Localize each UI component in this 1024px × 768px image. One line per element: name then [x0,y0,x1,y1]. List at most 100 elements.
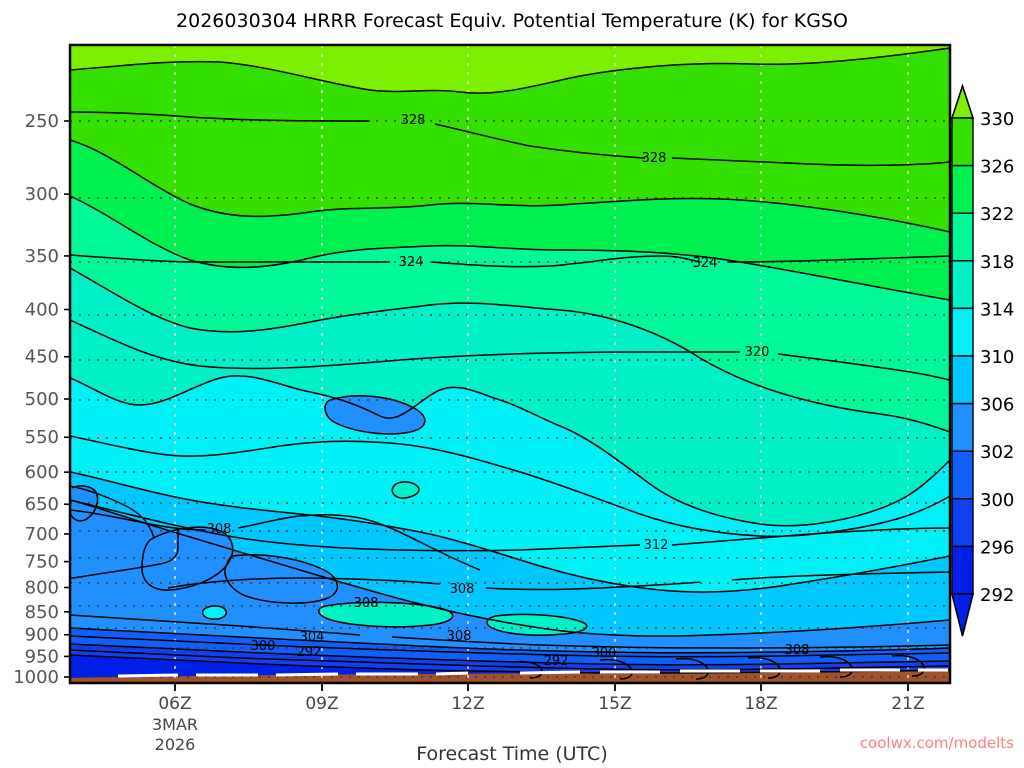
y-axis-label-850: 850 [25,602,59,623]
surface-dash [275,672,339,677]
y-axis-label-550: 550 [25,427,59,448]
contour-label-300-14: 300 [592,646,617,661]
colorbar-swatch-296 [951,498,974,548]
x-axis-label-09Z: 09Z [305,694,338,714]
contour-line-320 [70,319,950,381]
surface-dash [117,673,179,678]
contour-label-312-6: 312 [644,538,669,553]
colorbar-label-302: 302 [980,442,1014,463]
y-axis-label-400: 400 [25,300,59,321]
contour-line-312 [70,499,950,552]
colorbar-swatch-300 [951,450,974,500]
y-axis-label-250: 250 [25,111,59,132]
colorbar-swatch-292 [951,545,974,595]
contour-label-308-8: 308 [354,596,379,611]
colorbar-label-330: 330 [980,109,1014,130]
contour-line-layer [70,47,950,680]
colorbar-label-296: 296 [980,537,1014,558]
x-axis-title: Forecast Time (UTC) [416,743,607,765]
x-axis-label-06Z: 06Z [158,694,191,714]
colorbar-label-292: 292 [980,585,1014,606]
y-axis-label-500: 500 [25,389,59,410]
contour-line-pocket-outline [318,601,454,628]
contour-label-308-7: 308 [450,582,475,597]
contour-line [70,649,950,671]
watermark-link[interactable]: coolwx.com/modelts [860,734,1014,752]
colorbar-label-326: 326 [980,157,1014,178]
y-axis-label-450: 450 [25,347,59,368]
contour-label-328-1: 328 [642,151,667,166]
colorbar-swatch-318 [951,212,974,262]
colorbar-label-306: 306 [980,395,1014,416]
contour-line [70,267,950,433]
colorbar-label-322: 322 [980,204,1014,225]
x-axis: 06Z 09Z 12Z 15Z 18Z 21Z [158,683,925,714]
contour-line-pocket-outline [486,613,588,636]
contour-label-308-10: 308 [447,629,472,644]
contour-line-pocket-outline [224,554,338,604]
colorbar-swatch-326 [951,117,974,167]
page-title: 2026030304 HRRR Forecast Equiv. Potentia… [176,10,848,32]
contour-line-pocket-outline [324,395,426,435]
contour-label-308-15: 308 [785,643,810,658]
contour-label-292-13: 292 [544,654,569,669]
colorbar-label-318: 318 [980,252,1014,273]
band-302 [70,500,950,683]
y-axis-label-700: 700 [25,524,59,545]
colorbar-swatch-302 [951,402,974,452]
contour-line [70,195,950,301]
surface-dash [519,670,581,675]
contour-line [70,375,950,527]
contour-label-324-2: 324 [399,255,424,270]
contour-line-vertical-kink [70,485,179,579]
contour-label-320-4: 320 [745,345,770,360]
y-axis-label-650: 650 [25,494,59,515]
y-axis-label-900: 900 [25,625,59,646]
contour-line [70,499,950,637]
contour-label-328-0: 328 [401,113,426,128]
colorbar-label-300: 300 [980,490,1014,511]
contour-line [70,47,950,94]
contour-line-pocket-outline [201,605,228,620]
surface-white-marks [117,668,948,678]
colorbar-swatch-314 [951,260,974,310]
contour-line [70,635,950,658]
contour-line-pocket-outline [70,485,99,522]
contour-label-300-11: 300 [251,639,276,654]
y-axis-label-350: 350 [25,246,59,267]
colorbar: 330 326 322 318 314 310 306 302 300 296 292 [950,83,1014,637]
pocket-306-blob-b [224,554,338,604]
contour-label-308-5: 308 [207,522,232,537]
pocket-314-blob-right [487,614,587,636]
y-axis: 2503003504004505005506006507007508008509… [13,111,70,688]
pocket-314-diamond [392,481,420,499]
y-axis-label-1000: 1000 [13,667,59,688]
colorbar-extend-bottom-arrow [950,593,975,637]
x-axis-label-18Z: 18Z [744,694,777,714]
x-axis-label-21Z: 21Z [891,694,924,714]
date-stamp-year: 2026 [155,735,196,754]
contour-line-328 [70,111,950,167]
contour-line [70,614,950,649]
contour-line-pocket-outline [391,481,420,499]
colorbar-swatch-322 [951,164,974,214]
contour-label-324-3: 324 [693,256,718,271]
plot-frame [68,43,952,685]
colorbar-label-314: 314 [980,299,1014,320]
surface-dash [435,671,469,676]
x-axis-label-12Z: 12Z [451,694,484,714]
pocket-314-blob-mid [318,602,453,627]
pocket-310-small-left [202,605,227,620]
date-stamp-month: 3MAR [152,715,198,734]
contour-fill-layer [70,45,950,683]
contour-line [70,139,950,233]
contour-label-292-12: 292 [297,645,322,660]
y-axis-label-800: 800 [25,578,59,599]
pocket-306-right [325,395,425,434]
contour-line [70,643,950,666]
y-axis-label-600: 600 [25,462,59,483]
colorbar-label-310: 310 [980,347,1014,368]
colorbar-swatch-310 [951,307,974,357]
y-axis-label-950: 950 [25,646,59,667]
